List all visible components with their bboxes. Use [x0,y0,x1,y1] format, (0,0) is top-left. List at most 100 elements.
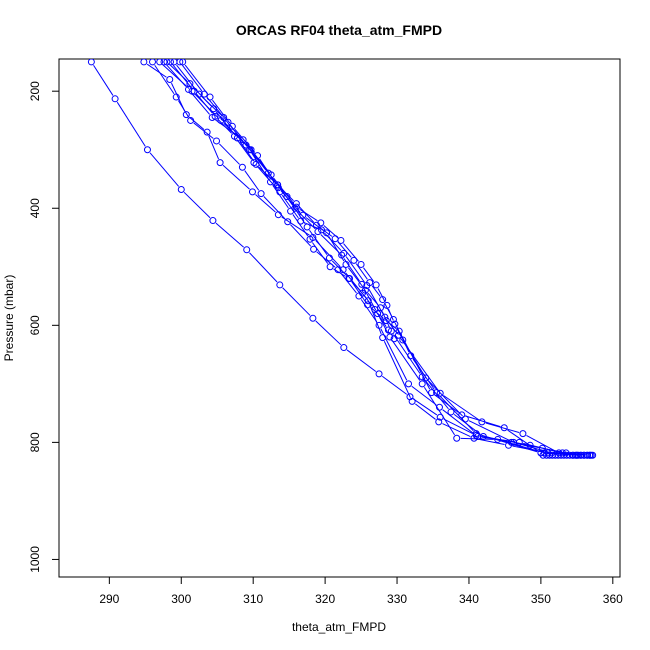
data-point [143,146,151,154]
series-segment [390,333,393,336]
x-tick-label: 330 [387,592,407,606]
data-point [140,59,148,66]
data-point [326,263,334,271]
series-segment [249,252,278,283]
series-segment [347,267,364,288]
series-segment [181,64,203,92]
data-point [461,415,469,423]
data-point [172,93,180,101]
series-segment [346,349,377,372]
series-segment [245,142,270,173]
data-point [266,178,274,186]
data-point [372,281,380,289]
data-point [399,336,407,344]
series-segment [376,312,387,327]
series-segment [304,222,319,229]
series-segment [468,420,511,442]
data-point [447,408,455,416]
series-segment [340,272,357,294]
x-tick-label: 290 [99,592,119,606]
x-tick-label: 360 [603,592,623,606]
data-point [390,335,398,343]
x-tick-label: 350 [531,592,551,606]
series-segment [351,281,366,302]
series-segment [345,256,365,283]
y-tick-label: 400 [28,198,42,218]
series-segment [501,440,541,453]
data-point [287,207,295,215]
series-segment [343,243,359,262]
series-segment [439,395,474,432]
data-point [228,122,236,130]
data-point [453,434,461,442]
data-point [359,289,367,297]
data-point [239,136,247,144]
data-point [248,188,256,196]
data-point [350,256,358,264]
data-point [384,326,392,334]
series-segment [146,63,167,78]
series-6 [166,59,588,459]
data-point [309,314,317,322]
series-segment [323,225,339,239]
data-point [276,281,284,289]
series-segment [244,170,260,191]
series-segment [154,64,175,95]
series-segment [251,152,269,179]
x-axis-label: theta_atm_FMPD [292,620,386,634]
data-point [589,451,597,459]
series-segment [337,241,352,258]
series-segment [333,268,346,277]
data-point [187,116,195,124]
data-point [366,279,374,287]
data-point [292,203,300,211]
series-segment [236,139,252,160]
data-point [586,451,594,459]
data-point [345,274,353,282]
series-segment [443,418,473,434]
series-2 [140,59,581,459]
series-segment [396,327,402,337]
series-segment [290,224,312,247]
data-point [358,280,366,288]
data-point [182,111,190,119]
data-point [160,59,168,66]
data-point [375,321,383,329]
data-point [306,235,314,243]
data-point [408,397,416,405]
series-1 [87,59,570,457]
series-segment [319,227,333,237]
series-segment [292,214,309,237]
series-segment [273,177,295,205]
series-segment [280,190,301,213]
series-segment [320,234,340,253]
data-point [510,438,518,446]
data-point [342,260,350,268]
series-segment [517,442,548,453]
series-segment [485,422,520,433]
series-segment [442,423,471,438]
series-segment [299,208,318,222]
series-5 [170,59,584,459]
data-point [177,186,185,194]
series-segment [263,196,286,220]
series-segment [413,398,438,416]
series-segment [230,125,248,147]
data-point [111,95,119,103]
data-point [331,235,339,243]
data-point [325,254,333,262]
series-segment [391,340,421,381]
data-point [458,411,466,419]
data-point [184,85,192,93]
data-point [200,90,208,98]
series-segment [368,288,384,314]
data-point [323,229,331,237]
data-point [339,266,347,274]
x-tick-label: 310 [243,592,263,606]
data-point [357,260,365,268]
data-point [216,159,224,167]
data-point [478,418,486,426]
plot-area [87,59,597,459]
series-segment [116,101,146,147]
series-segment [526,435,556,452]
